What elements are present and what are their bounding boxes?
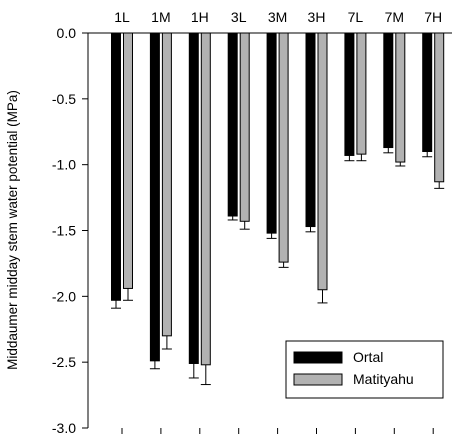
y-tick-label: -2.5 xyxy=(52,354,76,370)
y-tick-label: 0.0 xyxy=(57,25,77,41)
y-tick-label: -0.5 xyxy=(52,91,76,107)
x-category-label: 7H xyxy=(424,9,442,25)
y-tick-label: -1.0 xyxy=(52,157,76,173)
bar-ortal xyxy=(188,32,199,364)
bar-matityahu xyxy=(356,32,367,155)
y-tick-label: -2.0 xyxy=(52,288,76,304)
x-axis-category-labels: 1L 1M 1H 3L 3M 3H 7L 7M 7H xyxy=(114,9,442,434)
legend-swatch-ortal xyxy=(293,351,343,364)
bar-series xyxy=(111,32,445,386)
x-category-label: 1M xyxy=(151,9,170,25)
y-axis-title: Middaumer midday stem water potential (M… xyxy=(5,90,20,370)
x-category-label: 3L xyxy=(231,9,247,25)
bar-matityahu xyxy=(123,32,133,289)
legend-box xyxy=(285,340,444,399)
x-category-label: 3M xyxy=(268,9,287,25)
bar-ortal xyxy=(422,32,433,152)
legend-label-matityahu: Matityahu xyxy=(353,371,414,387)
bar-matityahu xyxy=(395,32,406,163)
bar-ortal xyxy=(305,32,316,228)
legend: Ortal Matityahu xyxy=(285,340,444,399)
x-category-label: 7M xyxy=(385,9,404,25)
bar-ortal xyxy=(227,32,238,217)
bar-matityahu xyxy=(239,32,250,222)
x-category-label: 7L xyxy=(348,9,364,25)
y-tick-label: -1.5 xyxy=(52,223,76,239)
x-category-label: 1L xyxy=(114,9,130,25)
bar-matityahu xyxy=(278,32,289,263)
legend-swatch-matityahu xyxy=(293,373,343,386)
bar-ortal xyxy=(149,32,160,362)
bar-ortal xyxy=(383,32,394,149)
y-axis-ticks: 0.0 -0.5 -1.0 -1.5 -2.0 -2.5 -3.0 xyxy=(52,25,88,436)
y-tick-label: -3.0 xyxy=(52,420,76,436)
bar-matityahu xyxy=(200,32,211,366)
bar-matityahu xyxy=(317,32,328,291)
bar-ortal xyxy=(344,32,355,156)
bar-matityahu xyxy=(161,32,172,337)
bar-ortal xyxy=(266,32,277,234)
x-category-label: 1H xyxy=(191,9,209,25)
bar-ortal xyxy=(111,32,121,301)
x-category-label: 3H xyxy=(308,9,326,25)
legend-label-ortal: Ortal xyxy=(353,349,383,365)
bar-matityahu xyxy=(434,32,445,183)
